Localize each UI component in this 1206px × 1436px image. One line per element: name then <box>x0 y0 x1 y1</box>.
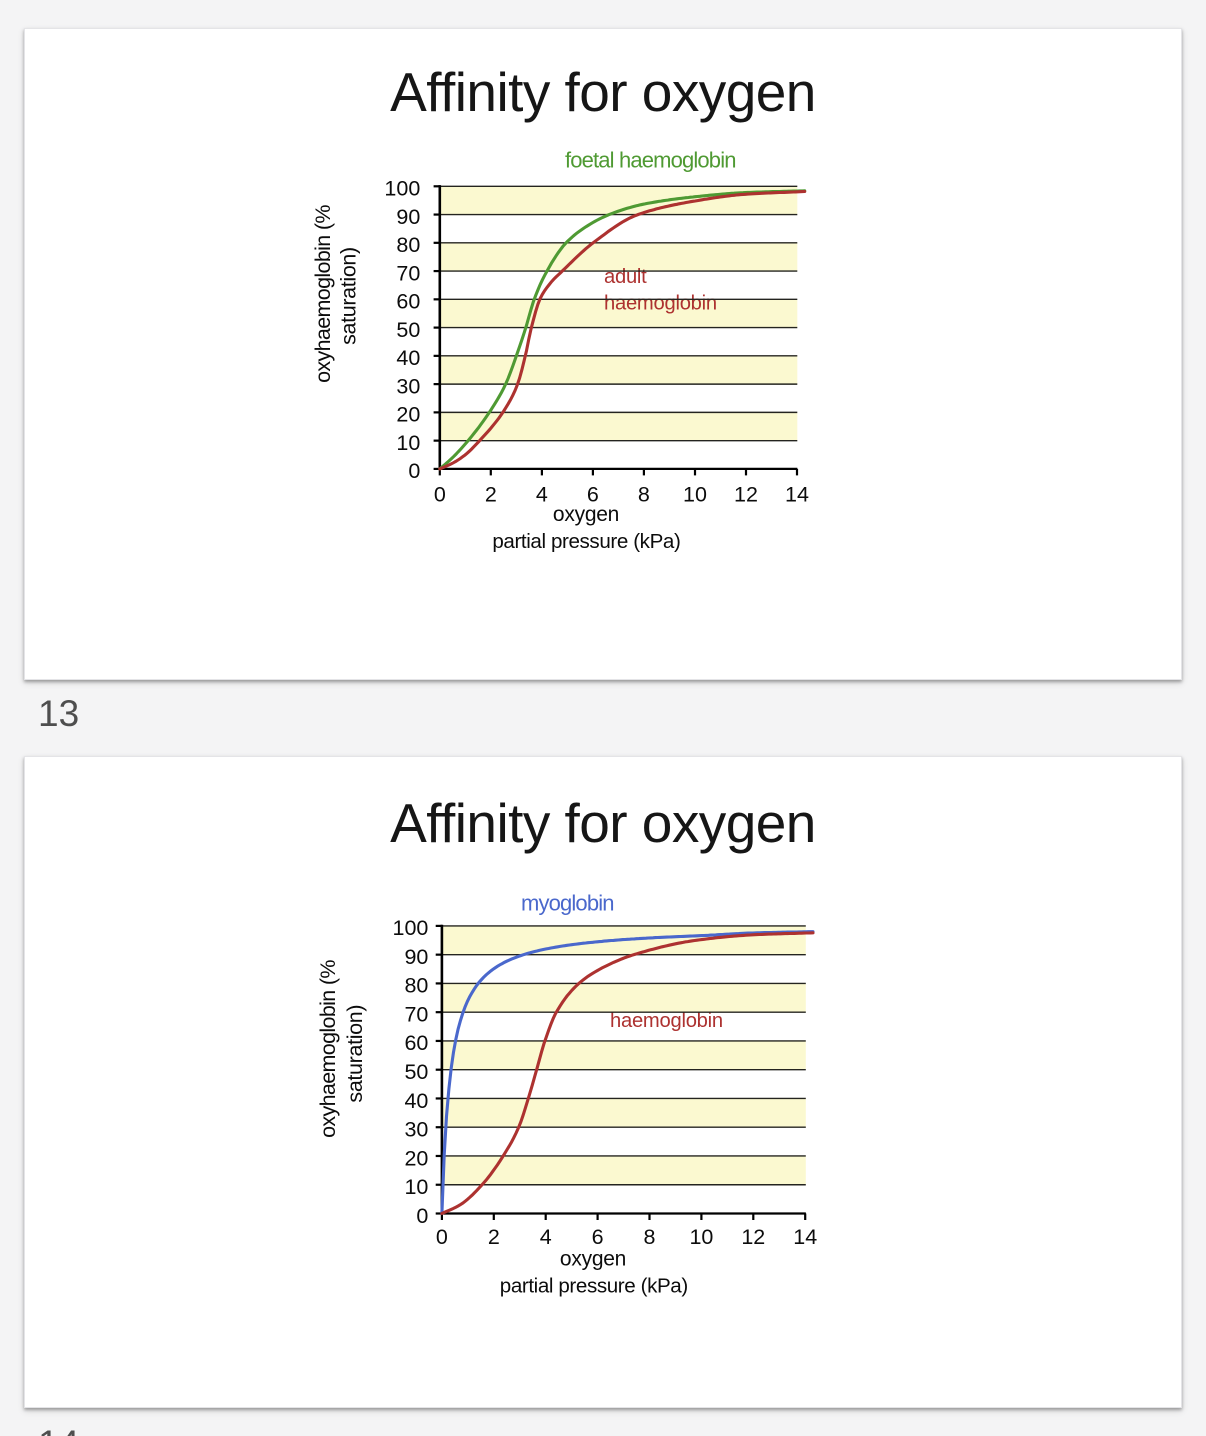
svg-text:6: 6 <box>587 483 599 507</box>
svg-text:70: 70 <box>404 1003 428 1027</box>
svg-text:40: 40 <box>396 346 420 370</box>
svg-text:haemoglobin: haemoglobin <box>604 293 717 315</box>
svg-text:4: 4 <box>540 1225 552 1249</box>
svg-text:2: 2 <box>485 483 497 507</box>
svg-text:60: 60 <box>396 290 420 314</box>
svg-text:myoglobin: myoglobin <box>521 891 614 916</box>
svg-text:oxygen: oxygen <box>553 503 619 526</box>
svg-text:0: 0 <box>408 459 420 483</box>
svg-text:30: 30 <box>404 1118 428 1142</box>
svg-text:90: 90 <box>396 205 420 229</box>
svg-text:0: 0 <box>416 1204 428 1228</box>
svg-text:10: 10 <box>689 1225 713 1249</box>
svg-text:haemoglobin: haemoglobin <box>610 1010 723 1032</box>
svg-text:12: 12 <box>734 483 758 507</box>
svg-text:10: 10 <box>396 431 420 455</box>
svg-text:12: 12 <box>741 1225 765 1249</box>
svg-text:adult: adult <box>604 266 647 288</box>
svg-text:40: 40 <box>404 1089 428 1113</box>
svg-text:30: 30 <box>396 374 420 398</box>
svg-text:4: 4 <box>536 483 548 507</box>
svg-text:2: 2 <box>488 1225 500 1249</box>
svg-text:8: 8 <box>638 483 650 507</box>
svg-text:Affinity for oxygen: Affinity for oxygen <box>390 61 816 123</box>
svg-text:100: 100 <box>393 916 429 940</box>
svg-text:70: 70 <box>396 261 420 285</box>
svg-text:14: 14 <box>785 483 809 507</box>
svg-text:10: 10 <box>683 483 707 507</box>
svg-text:60: 60 <box>404 1031 428 1055</box>
svg-text:90: 90 <box>404 945 428 969</box>
svg-text:oxyhaemoglobin (%: oxyhaemoglobin (% <box>316 960 340 1138</box>
svg-text:100: 100 <box>384 177 420 201</box>
svg-text:oxygen: oxygen <box>560 1248 626 1271</box>
svg-text:oxyhaemoglobin (%: oxyhaemoglobin (% <box>311 205 335 383</box>
svg-text:20: 20 <box>396 403 420 427</box>
svg-text:partial pressure (kPa): partial pressure (kPa) <box>492 530 680 553</box>
svg-text:Affinity for oxygen: Affinity for oxygen <box>390 792 816 854</box>
svg-text:partial pressure (kPa): partial pressure (kPa) <box>500 1274 688 1297</box>
svg-text:0: 0 <box>434 483 446 507</box>
svg-text:foetal haemoglobin: foetal haemoglobin <box>565 147 736 172</box>
svg-text:14: 14 <box>793 1225 817 1249</box>
svg-text:80: 80 <box>396 233 420 257</box>
svg-text:8: 8 <box>644 1225 656 1249</box>
svg-text:6: 6 <box>592 1225 604 1249</box>
svg-text:10: 10 <box>404 1175 428 1199</box>
svg-text:saturation): saturation) <box>337 247 361 345</box>
svg-text:20: 20 <box>404 1146 428 1170</box>
svg-text:0: 0 <box>436 1225 448 1249</box>
svg-text:50: 50 <box>396 318 420 342</box>
svg-text:50: 50 <box>404 1060 428 1084</box>
svg-text:saturation): saturation) <box>343 1005 367 1103</box>
svg-text:80: 80 <box>404 974 428 998</box>
